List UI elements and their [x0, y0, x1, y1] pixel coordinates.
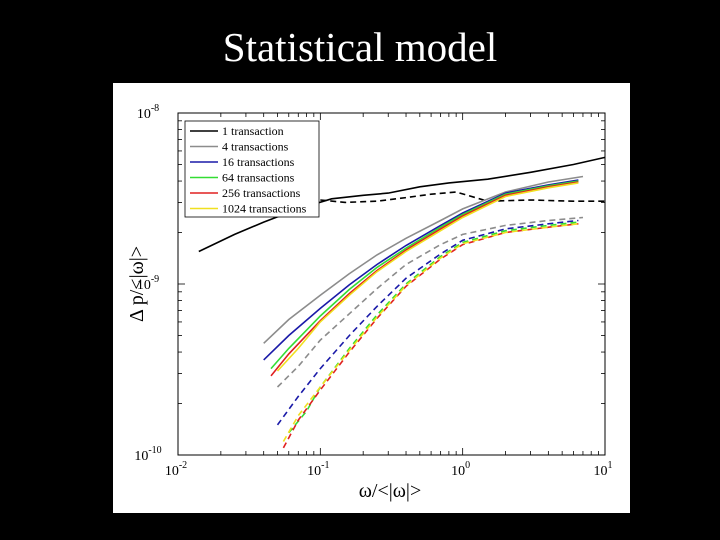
x-axis-label: ω/<|ω|> — [359, 480, 421, 502]
series-line-7 — [288, 221, 579, 434]
legend-label: 16 transactions — [222, 155, 295, 169]
x-tick-label: 10-1 — [307, 460, 329, 479]
series-line-9 — [282, 223, 579, 449]
slide-title: Statistical model — [222, 24, 498, 70]
series-line-6 — [270, 180, 579, 370]
x-tick-label: 100 — [451, 460, 470, 479]
series-line-1 — [320, 191, 605, 204]
series-line-11 — [282, 223, 579, 442]
series-line-2 — [263, 175, 584, 344]
series-line-3 — [276, 216, 584, 388]
legend-label: 64 transactions — [222, 171, 295, 185]
legend-label: 1 transaction — [222, 124, 284, 138]
x-tick-label: 101 — [594, 460, 613, 479]
series-line-5 — [276, 219, 579, 426]
legend-label: 256 transactions — [222, 186, 301, 200]
legend-box — [184, 120, 320, 218]
series-line-0 — [198, 156, 606, 253]
legend-label: 4 transactions — [222, 140, 289, 154]
y-tick-label: 10-8 — [137, 103, 159, 122]
plot-panel: 10-2 10-1 100 101 10-8 10-9 10-10 1 transactio… — [113, 83, 630, 513]
series-line-10 — [276, 182, 579, 372]
series-line-4 — [263, 179, 579, 361]
series-layer — [198, 156, 606, 449]
y-tick-label: 10-10 — [134, 445, 161, 464]
legend-label: 1024 transactions — [222, 202, 307, 216]
y-axis-label: Δ p/<|ω|> — [126, 246, 148, 322]
series-line-8 — [270, 181, 579, 377]
x-tick-label: 10-2 — [165, 460, 187, 479]
